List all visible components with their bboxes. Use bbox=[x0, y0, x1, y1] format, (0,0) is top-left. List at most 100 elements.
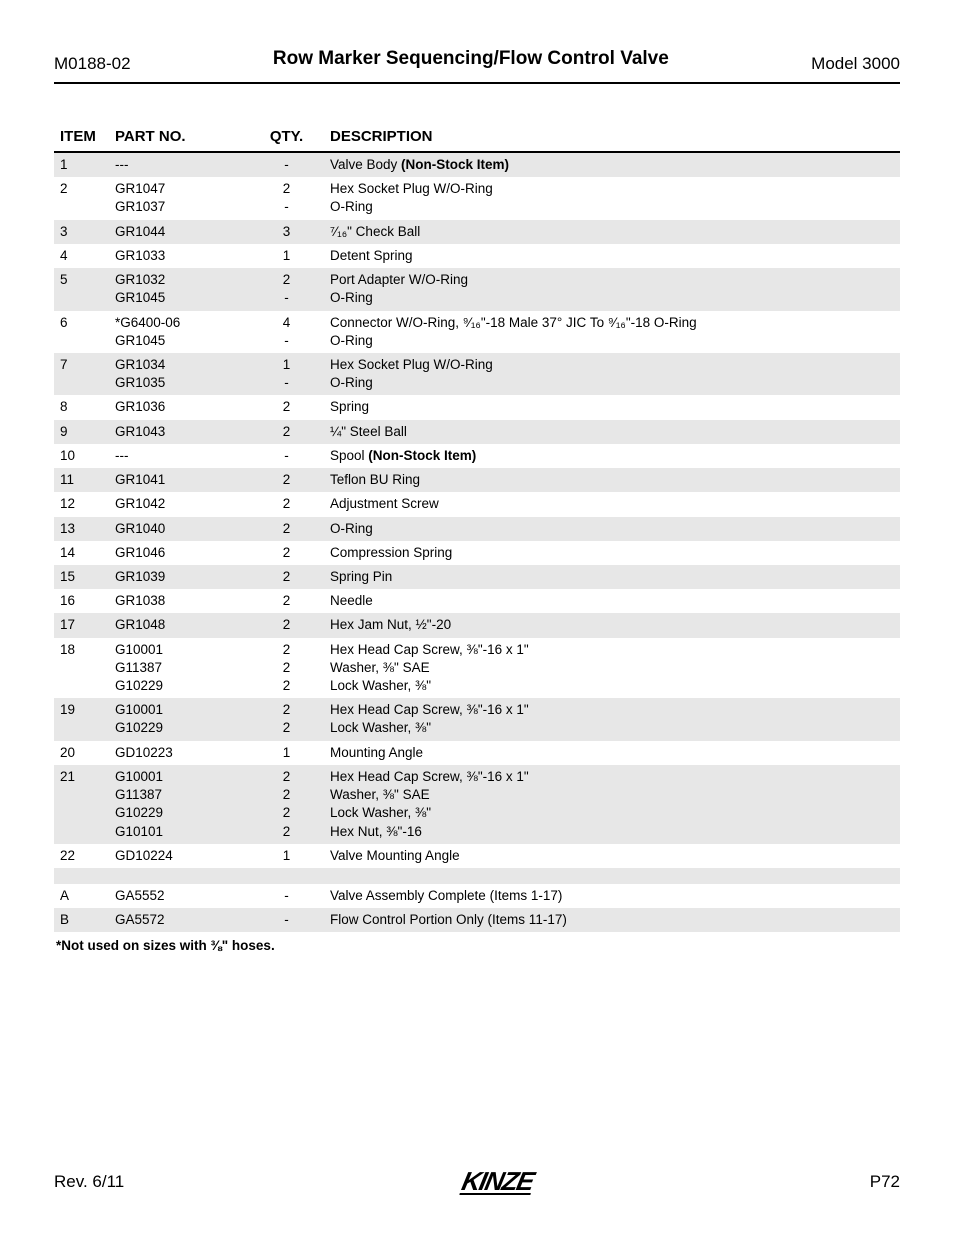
table-header-row: ITEM PART NO. QTY. DESCRIPTION bbox=[54, 124, 900, 152]
cell-qty: 1- bbox=[249, 353, 324, 395]
cell-qty: 2 bbox=[249, 492, 324, 516]
page-footer: Rev. 6/11 KINZE P72 bbox=[54, 1170, 900, 1195]
table-row: 15GR10392Spring Pin bbox=[54, 565, 900, 589]
cell-description: Spring bbox=[324, 395, 900, 419]
cell-partno: GR1048 bbox=[109, 613, 249, 637]
cell-partno: GA5552 bbox=[109, 884, 249, 908]
footer-logo-wrap: KINZE bbox=[124, 1170, 870, 1195]
cell-item: 5 bbox=[54, 268, 109, 310]
cell-description: Spring Pin bbox=[324, 565, 900, 589]
cell-qty: 222 bbox=[249, 638, 324, 699]
cell-item: 22 bbox=[54, 844, 109, 868]
cell-partno: GR1044 bbox=[109, 220, 249, 244]
cell-description: ¼" Steel Ball bbox=[324, 420, 900, 444]
cell-description: Needle bbox=[324, 589, 900, 613]
table-row: 22GD102241Valve Mounting Angle bbox=[54, 844, 900, 868]
col-header-qty: QTY. bbox=[249, 124, 324, 152]
table-row: 20GD102231Mounting Angle bbox=[54, 741, 900, 765]
cell-partno: GR1046 bbox=[109, 541, 249, 565]
cell-description: Valve Assembly Complete (Items 1-17) bbox=[324, 884, 900, 908]
table-row: 21G10001G11387G10229G101012222Hex Head C… bbox=[54, 765, 900, 844]
cell-description: Port Adapter W/O-RingO-Ring bbox=[324, 268, 900, 310]
cell-item: 16 bbox=[54, 589, 109, 613]
cell-partno: GR1036 bbox=[109, 395, 249, 419]
cell-partno: GR1047GR1037 bbox=[109, 177, 249, 219]
cell-item: 4 bbox=[54, 244, 109, 268]
table-row: 9GR10432¼" Steel Ball bbox=[54, 420, 900, 444]
header-manual-id: M0188-02 bbox=[54, 54, 131, 76]
cell-item: 6 bbox=[54, 311, 109, 353]
page-header: M0188-02 Row Marker Sequencing/Flow Cont… bbox=[54, 48, 900, 84]
cell-item: 10 bbox=[54, 444, 109, 468]
cell-item: 17 bbox=[54, 613, 109, 637]
cell-qty: 2 bbox=[249, 613, 324, 637]
cell-qty: 3 bbox=[249, 220, 324, 244]
cell-description: Compression Spring bbox=[324, 541, 900, 565]
table-row bbox=[54, 868, 900, 884]
cell-partno: GR1042 bbox=[109, 492, 249, 516]
cell-description: Hex Jam Nut, ½"-20 bbox=[324, 613, 900, 637]
cell-qty: 2 bbox=[249, 395, 324, 419]
cell-description: Hex Socket Plug W/O-RingO-Ring bbox=[324, 353, 900, 395]
cell-item: 7 bbox=[54, 353, 109, 395]
cell-partno: G10001G11387G10229 bbox=[109, 638, 249, 699]
cell-qty: 2222 bbox=[249, 765, 324, 844]
table-row: AGA5552-Valve Assembly Complete (Items 1… bbox=[54, 884, 900, 908]
cell-item: 3 bbox=[54, 220, 109, 244]
cell-qty: - bbox=[249, 884, 324, 908]
table-row: 5GR1032GR10452-Port Adapter W/O-RingO-Ri… bbox=[54, 268, 900, 310]
table-row: 8GR10362Spring bbox=[54, 395, 900, 419]
col-header-description: DESCRIPTION bbox=[324, 124, 900, 152]
cell-partno: GR1043 bbox=[109, 420, 249, 444]
cell-partno: --- bbox=[109, 444, 249, 468]
cell-description: Valve Mounting Angle bbox=[324, 844, 900, 868]
cell-description: Hex Head Cap Screw, ⅜"-16 x 1"Washer, ⅜"… bbox=[324, 765, 900, 844]
cell-item: 18 bbox=[54, 638, 109, 699]
cell-item: 15 bbox=[54, 565, 109, 589]
cell-partno: GR1040 bbox=[109, 517, 249, 541]
cell-qty: 2 bbox=[249, 589, 324, 613]
cell-qty: 1 bbox=[249, 244, 324, 268]
header-title: Row Marker Sequencing/Flow Control Valve bbox=[131, 48, 812, 76]
cell-partno: --- bbox=[109, 152, 249, 177]
cell-description: Hex Head Cap Screw, ⅜"-16 x 1"Washer, ⅜"… bbox=[324, 638, 900, 699]
cell-qty: - bbox=[249, 444, 324, 468]
cell-item: 21 bbox=[54, 765, 109, 844]
cell-partno: GR1033 bbox=[109, 244, 249, 268]
cell-description: Valve Body (Non-Stock Item) bbox=[324, 152, 900, 177]
table-row: 18G10001G11387G10229222Hex Head Cap Scre… bbox=[54, 638, 900, 699]
kinze-logo: KINZE bbox=[459, 1170, 535, 1195]
cell-qty: 22 bbox=[249, 698, 324, 740]
cell-item: 2 bbox=[54, 177, 109, 219]
footer-revision: Rev. 6/11 bbox=[54, 1172, 124, 1192]
table-row: 3GR10443⁷⁄₁₆" Check Ball bbox=[54, 220, 900, 244]
cell-description: Mounting Angle bbox=[324, 741, 900, 765]
cell-partno: *G6400-06GR1045 bbox=[109, 311, 249, 353]
cell-qty: 1 bbox=[249, 844, 324, 868]
col-header-item: ITEM bbox=[54, 124, 109, 152]
cell-qty: - bbox=[249, 908, 324, 932]
cell-description: Hex Socket Plug W/O-RingO-Ring bbox=[324, 177, 900, 219]
cell-item: 11 bbox=[54, 468, 109, 492]
cell-partno: G10001G10229 bbox=[109, 698, 249, 740]
table-row: 17GR10482Hex Jam Nut, ½"-20 bbox=[54, 613, 900, 637]
cell-item: B bbox=[54, 908, 109, 932]
table-row: 4GR10331Detent Spring bbox=[54, 244, 900, 268]
cell-item: 14 bbox=[54, 541, 109, 565]
table-row: 10----Spool (Non-Stock Item) bbox=[54, 444, 900, 468]
header-model: Model 3000 bbox=[811, 54, 900, 76]
table-row: 7GR1034GR10351-Hex Socket Plug W/O-RingO… bbox=[54, 353, 900, 395]
cell-partno: G10001G11387G10229G10101 bbox=[109, 765, 249, 844]
cell-qty: - bbox=[249, 152, 324, 177]
footnote: *Not used on sizes with ⅜" hoses. bbox=[54, 938, 900, 953]
table-row: 11GR10412Teflon BU Ring bbox=[54, 468, 900, 492]
cell-qty: 2- bbox=[249, 268, 324, 310]
cell-item: 1 bbox=[54, 152, 109, 177]
table-row: 6*G6400-06GR10454-Connector W/O-Ring, ⁹⁄… bbox=[54, 311, 900, 353]
cell-partno: GD10224 bbox=[109, 844, 249, 868]
cell-description: Hex Head Cap Screw, ⅜"-16 x 1"Lock Washe… bbox=[324, 698, 900, 740]
cell-item: 8 bbox=[54, 395, 109, 419]
blank-cell bbox=[54, 868, 900, 884]
cell-partno: GD10223 bbox=[109, 741, 249, 765]
cell-qty: 2 bbox=[249, 541, 324, 565]
